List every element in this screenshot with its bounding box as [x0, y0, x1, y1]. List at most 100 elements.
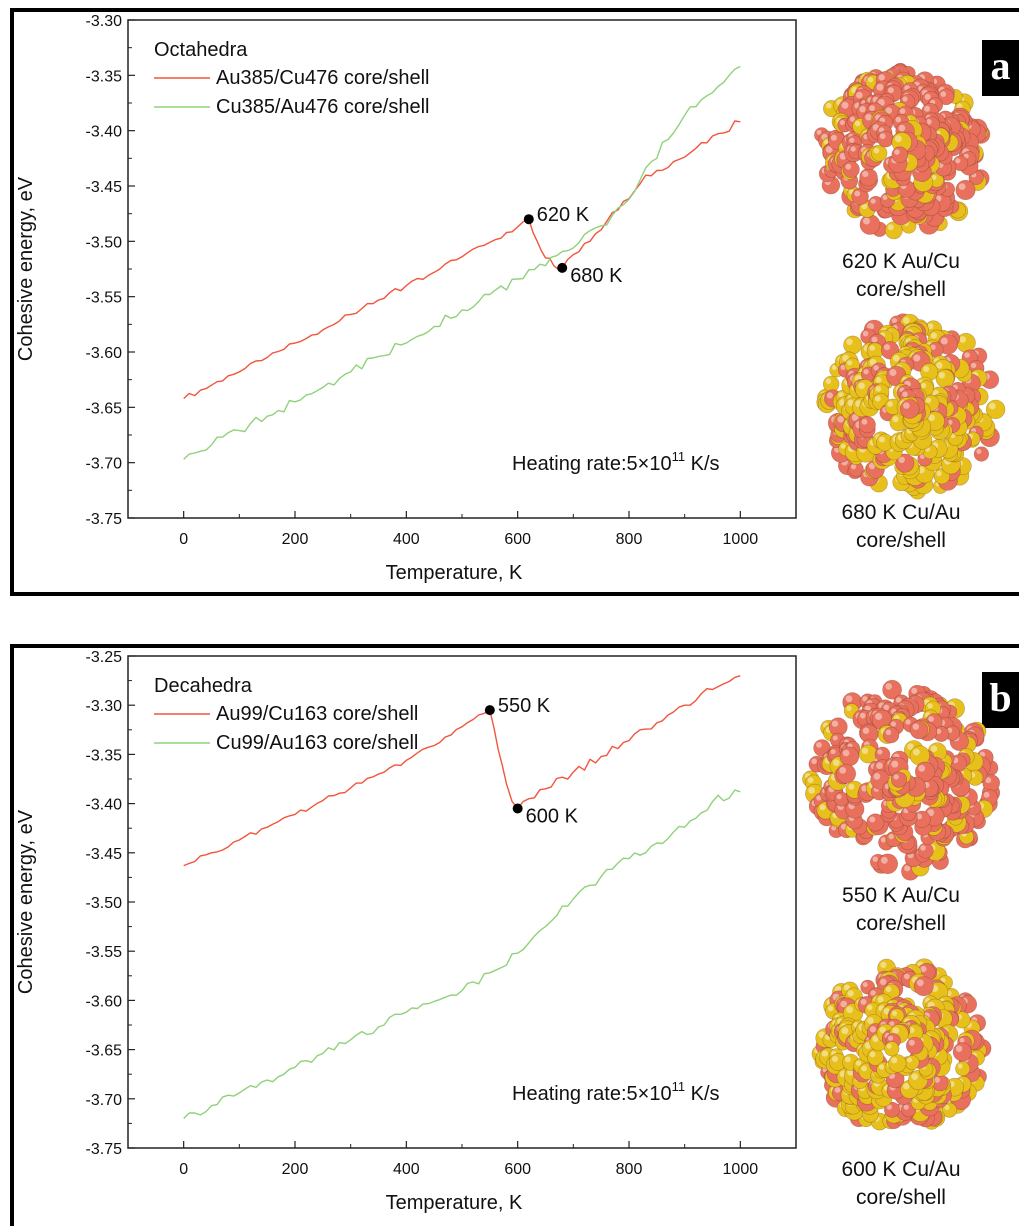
x-tick-label: 800: [616, 1161, 643, 1178]
atom-highlight: [869, 1051, 876, 1058]
atom-highlight: [936, 470, 942, 477]
y-tick-label: -3.50: [86, 234, 123, 251]
atom-highlight: [873, 365, 879, 371]
legend-entry: Au99/Cu163 core/shell: [216, 703, 418, 725]
atom-highlight: [895, 697, 902, 703]
legend-title: Decahedra: [154, 675, 253, 697]
y-tick-label: -3.60: [86, 993, 123, 1010]
atom-highlight: [867, 1017, 874, 1024]
atom-highlight: [905, 719, 911, 725]
caption-620k-line1: 620 K Au/Cu: [842, 250, 960, 273]
y-tick-label: -3.40: [86, 124, 123, 141]
atom: [877, 130, 894, 148]
legend-entry: Cu99/Au163 core/shell: [216, 732, 418, 754]
event-marker: [512, 803, 523, 814]
atom-highlight: [888, 833, 894, 840]
y-tick-label: -3.60: [86, 345, 123, 362]
atom-highlight: [928, 414, 935, 421]
caption-680k-line1: 680 K Cu/Au: [841, 501, 961, 524]
atom: [858, 416, 876, 434]
atom-highlight: [848, 783, 855, 790]
atom-highlight: [879, 1064, 885, 1070]
atom-highlight: [870, 990, 876, 996]
event-marker-label: 620 K: [537, 204, 590, 226]
atom-highlight: [927, 323, 934, 330]
cluster-image-600k: [811, 958, 992, 1131]
y-tick-label: -3.30: [86, 13, 123, 30]
atom-highlight: [877, 996, 884, 1003]
atom-highlight: [920, 845, 926, 851]
atom-highlight: [936, 362, 943, 369]
y-tick-label: -3.70: [86, 1092, 123, 1109]
atom-highlight: [862, 727, 870, 734]
x-axis-label: Temperature, K: [386, 562, 523, 584]
atom: [888, 1054, 907, 1073]
y-tick-label: -3.75: [86, 1141, 123, 1158]
caption-600k-line1: 600 K Cu/Au: [841, 1158, 961, 1181]
atom-highlight: [882, 195, 888, 200]
atom-highlight: [830, 134, 837, 141]
atom-highlight: [870, 198, 876, 204]
atom-highlight: [869, 105, 875, 112]
atom-highlight: [862, 696, 868, 702]
annotation-exponent: 11: [672, 1079, 686, 1094]
y-tick-label: -3.40: [86, 797, 123, 814]
atom-highlight: [863, 369, 869, 375]
y-tick-label: -3.75: [86, 511, 123, 528]
atom: [899, 399, 920, 419]
atom-highlight: [825, 102, 832, 109]
heating-rate-annotation: Heating rate:5×1011 K/s: [512, 449, 720, 475]
atom-highlight: [839, 767, 847, 774]
chart-decahedra: -3.75 -3.70 -3.65 -3.60 -3.55 -3.50 -3.45 -3.40…: [15, 649, 797, 1214]
atom-highlight: [903, 317, 910, 324]
atom: [985, 399, 1006, 420]
atom-highlight: [959, 1037, 965, 1043]
atom-highlight: [934, 1077, 941, 1083]
event-marker: [557, 262, 568, 273]
atom-highlight: [832, 1056, 838, 1062]
atom-highlight: [907, 743, 914, 750]
atom-highlight: [926, 119, 932, 125]
atom-highlight: [921, 382, 927, 389]
atom-highlight: [807, 777, 814, 784]
atom-highlight: [846, 1006, 853, 1014]
atom-highlight: [826, 392, 833, 399]
atom: [842, 161, 860, 179]
atom-highlight: [887, 401, 893, 407]
atom-highlight: [865, 113, 872, 121]
atom-highlight: [832, 759, 840, 767]
atom-highlight: [827, 1005, 834, 1012]
atom: [909, 720, 929, 740]
x-tick-label: 1000: [723, 1161, 759, 1178]
atom-highlight: [818, 1031, 826, 1038]
annotation-text: Heating rate:5×10: [512, 1083, 672, 1105]
atom-highlight: [847, 990, 854, 997]
x-tick-label: 400: [393, 1161, 420, 1178]
atom-highlight: [944, 1105, 950, 1111]
atom-highlight: [836, 794, 842, 800]
atom: [836, 763, 857, 784]
atom: [891, 146, 909, 164]
atom: [884, 1101, 901, 1118]
atom-highlight: [842, 749, 850, 757]
y-tick-label: -3.30: [86, 698, 123, 715]
atom-highlight: [911, 1073, 919, 1080]
atom-highlight: [845, 163, 852, 170]
atom-highlight: [841, 1027, 849, 1035]
event-marker: [484, 705, 495, 716]
atom-highlight: [861, 418, 868, 425]
series-line-0: [183, 120, 741, 400]
atom-highlight: [869, 358, 877, 366]
panel-a: -3.75 -3.70 -3.65 -3.60 -3.55 -3.50 -3.45 -3.40…: [10, 8, 1019, 596]
atom-highlight: [840, 823, 847, 830]
atom-highlight: [895, 116, 902, 123]
atom-highlight: [841, 101, 849, 109]
series-line-1: [183, 789, 741, 1119]
atom-highlight: [885, 683, 892, 690]
annotation-exponent: 11: [672, 449, 686, 464]
atom-highlight: [892, 416, 899, 423]
atom-highlight: [840, 364, 846, 370]
atom-highlight: [864, 1042, 872, 1049]
atom-highlight: [849, 116, 855, 122]
y-tick-label: -3.55: [86, 290, 123, 307]
